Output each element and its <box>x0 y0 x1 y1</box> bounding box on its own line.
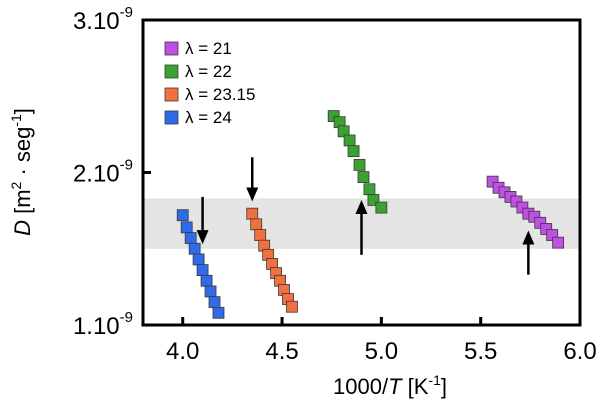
data-point <box>196 264 209 277</box>
data-point <box>188 242 201 255</box>
data-point <box>212 306 225 319</box>
data-point <box>510 195 523 208</box>
series-group <box>246 207 298 313</box>
series-layer <box>176 110 565 319</box>
x-axis-label-unit: [K <box>402 374 429 399</box>
legend-label: λ = 22 <box>185 62 232 81</box>
y-tick-label: 1.10-9 <box>73 309 133 340</box>
y-axis-label-var: D <box>10 220 35 236</box>
legend-label: λ = 24 <box>185 108 232 127</box>
data-point <box>246 207 259 220</box>
data-point <box>254 229 267 241</box>
legend-swatch <box>164 64 179 79</box>
y-tick-label: 3.10-9 <box>73 4 133 35</box>
data-point <box>486 175 499 188</box>
data-point <box>184 232 197 244</box>
y-axis-label-unit-exp: 2 <box>8 181 24 189</box>
x-tick-label: 5.0 <box>365 338 398 365</box>
data-point <box>367 194 380 206</box>
y-axis-label-unit: [m <box>10 189 35 220</box>
y-tick-labels: 1.10-92.10-93.10-9 <box>73 4 133 340</box>
x-axis-label-prefix: 1000/ <box>333 374 389 399</box>
x-tick-label: 4.0 <box>166 338 199 365</box>
legend-entry: λ = 23.15 <box>164 85 255 104</box>
x-tick-label: 4.5 <box>265 338 298 365</box>
x-tick-label: 6.0 <box>563 338 596 365</box>
y-tick-label-base: 3.10 <box>73 8 120 35</box>
series-group <box>176 209 225 319</box>
data-point <box>180 221 193 234</box>
legend-entry: λ = 21 <box>164 39 232 58</box>
plot-frame <box>141 18 582 327</box>
data-point <box>375 201 388 214</box>
legend-swatch <box>164 87 179 102</box>
y-tick-label: 2.10-9 <box>73 157 133 188</box>
data-point <box>176 209 189 222</box>
y-axis-label-unit-close: ] <box>10 108 35 114</box>
y-axis-label: D [m2 · seg-1] <box>8 108 35 236</box>
data-point <box>552 236 565 249</box>
data-point <box>192 253 205 266</box>
x-axis-label-var: T <box>388 374 403 399</box>
x-axis-label: 1000/T [K-1] <box>333 372 447 399</box>
data-point <box>546 229 559 241</box>
legend-entry: λ = 22 <box>164 62 232 81</box>
x-axis-label-unit-exp: -1 <box>428 372 441 388</box>
data-point <box>347 145 360 158</box>
x-axis-label-unit-close: ] <box>441 374 447 399</box>
legend: λ = 21 λ = 22 λ = 23.15 λ = 24 <box>164 39 255 127</box>
legend-swatch <box>164 110 179 125</box>
data-point <box>516 201 529 214</box>
x-tick-labels: 4.0 4.5 5.0 5.5 6.0 <box>166 338 597 365</box>
data-point <box>204 285 217 298</box>
series-group <box>327 110 388 214</box>
data-point <box>357 171 370 183</box>
data-point <box>327 110 340 122</box>
data-point <box>286 300 298 313</box>
y-tick-label-base: 1.10 <box>73 313 120 340</box>
arrows-layer <box>196 157 535 275</box>
y-tick-label-exp: -9 <box>120 4 133 21</box>
arrow-down <box>246 157 259 202</box>
y-axis-label-unit-exp2: -1 <box>8 114 24 127</box>
data-point <box>540 223 553 235</box>
data-point <box>343 134 356 147</box>
legend-label: λ = 21 <box>185 39 232 58</box>
data-point <box>337 125 350 138</box>
data-point <box>528 210 541 223</box>
legend-entry: λ = 24 <box>164 108 232 127</box>
legend-swatch <box>164 41 179 56</box>
legend-label: λ = 23.15 <box>185 85 255 104</box>
data-point <box>353 158 366 171</box>
arrow-down <box>196 196 209 245</box>
data-point <box>208 296 221 309</box>
data-point <box>363 183 376 196</box>
arrow-up <box>522 230 535 275</box>
y-tick-label-base: 2.10 <box>73 161 120 188</box>
arrow-up <box>355 199 368 255</box>
y-tick-label-exp: -9 <box>120 157 133 174</box>
data-point <box>250 218 263 231</box>
y-axis-label-unit-mid: · seg <box>10 127 35 182</box>
x-tick-label: 5.5 <box>464 338 497 365</box>
data-point <box>534 216 547 229</box>
data-point <box>200 274 213 287</box>
series-group <box>486 175 565 249</box>
y-tick-label-exp: -9 <box>120 309 133 326</box>
